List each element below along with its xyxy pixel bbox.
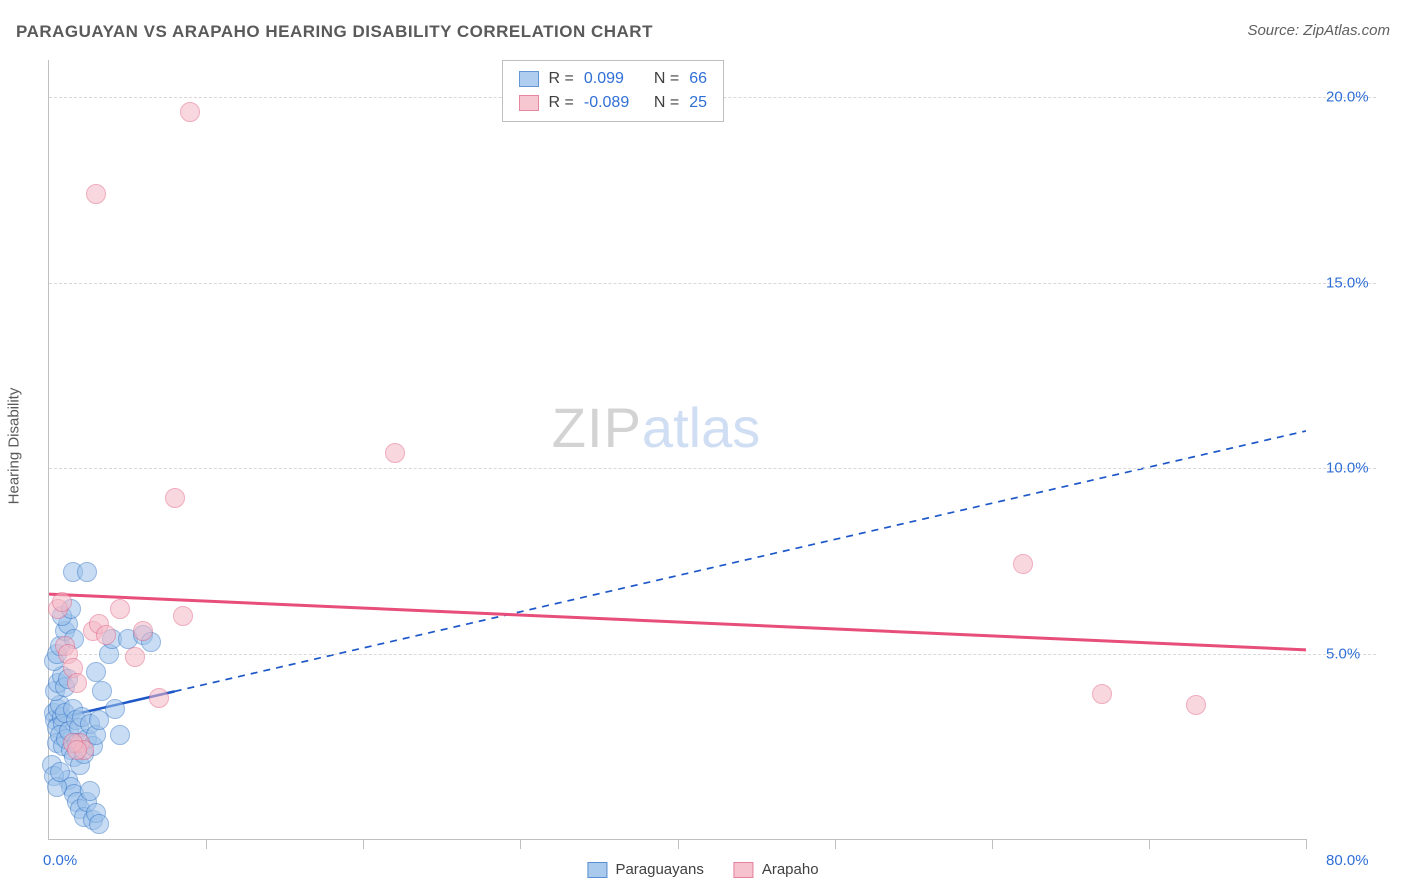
data-point-arapaho	[133, 621, 153, 641]
r-value-paraguayans: 0.099	[584, 67, 644, 91]
data-point-paraguayans	[80, 781, 100, 801]
x-tick	[678, 839, 679, 849]
r-label: R =	[549, 67, 574, 91]
y-tick-label: 5.0%	[1326, 645, 1360, 662]
y-axis-label: Hearing Disability	[6, 388, 23, 505]
legend-item-arapaho: Arapaho	[734, 861, 819, 878]
n-label: N =	[654, 67, 679, 91]
x-tick-label: 80.0%	[1326, 852, 1369, 869]
gridline	[49, 468, 1376, 469]
legend-swatch-paraguayans	[587, 862, 607, 878]
swatch-arapaho	[519, 95, 539, 111]
x-tick	[835, 839, 836, 849]
data-point-paraguayans	[77, 562, 97, 582]
data-point-arapaho	[52, 592, 72, 612]
watermark: ZIPatlas	[552, 395, 760, 460]
n-label: N =	[654, 91, 679, 115]
data-point-arapaho	[125, 647, 145, 667]
data-point-arapaho	[1186, 695, 1206, 715]
data-point-arapaho	[173, 606, 193, 626]
correlation-stats-box: R = 0.099 N = 66R = -0.089 N = 25	[502, 60, 724, 122]
legend-bottom: Paraguayans Arapaho	[587, 861, 818, 878]
data-point-arapaho	[110, 599, 130, 619]
legend-label-arapaho: Arapaho	[762, 861, 819, 878]
data-point-paraguayans	[105, 699, 125, 719]
data-point-arapaho	[385, 443, 405, 463]
data-point-arapaho	[165, 488, 185, 508]
data-point-arapaho	[67, 673, 87, 693]
legend-swatch-arapaho	[734, 862, 754, 878]
legend-item-paraguayans: Paraguayans	[587, 861, 703, 878]
data-point-paraguayans	[110, 725, 130, 745]
data-point-arapaho	[1092, 684, 1112, 704]
x-tick	[1149, 839, 1150, 849]
x-tick	[363, 839, 364, 849]
data-point-paraguayans	[92, 681, 112, 701]
data-point-arapaho	[86, 184, 106, 204]
data-point-paraguayans	[86, 662, 106, 682]
legend-label-paraguayans: Paraguayans	[615, 861, 703, 878]
x-tick	[1306, 839, 1307, 849]
gridline	[49, 283, 1376, 284]
data-point-arapaho	[67, 740, 87, 760]
x-tick	[992, 839, 993, 849]
y-tick-label: 20.0%	[1326, 89, 1369, 106]
r-value-arapaho: -0.089	[584, 91, 644, 115]
scatter-plot-area: ZIPatlas 5.0%10.0%15.0%20.0%0.0%80.0%R =…	[48, 60, 1306, 840]
gridline	[49, 654, 1376, 655]
y-tick-label: 15.0%	[1326, 274, 1369, 291]
y-tick-label: 10.0%	[1326, 460, 1369, 477]
swatch-paraguayans	[519, 71, 539, 87]
data-point-arapaho	[180, 102, 200, 122]
stats-row-arapaho: R = -0.089 N = 25	[519, 91, 707, 115]
n-value-paraguayans: 66	[689, 67, 707, 91]
source-attribution: Source: ZipAtlas.com	[1247, 22, 1390, 39]
data-point-arapaho	[96, 625, 116, 645]
stats-row-paraguayans: R = 0.099 N = 66	[519, 67, 707, 91]
n-value-arapaho: 25	[689, 91, 707, 115]
x-tick	[520, 839, 521, 849]
chart-title: PARAGUAYAN VS ARAPAHO HEARING DISABILITY…	[16, 22, 653, 41]
data-point-paraguayans	[89, 814, 109, 834]
trendline-paraguayans-extrapolated	[175, 431, 1306, 691]
data-point-paraguayans	[50, 762, 70, 782]
x-tick	[206, 839, 207, 849]
data-point-arapaho	[1013, 554, 1033, 574]
x-tick-label: 0.0%	[43, 852, 77, 869]
r-label: R =	[549, 91, 574, 115]
data-point-arapaho	[149, 688, 169, 708]
trendline-arapaho	[49, 594, 1306, 650]
